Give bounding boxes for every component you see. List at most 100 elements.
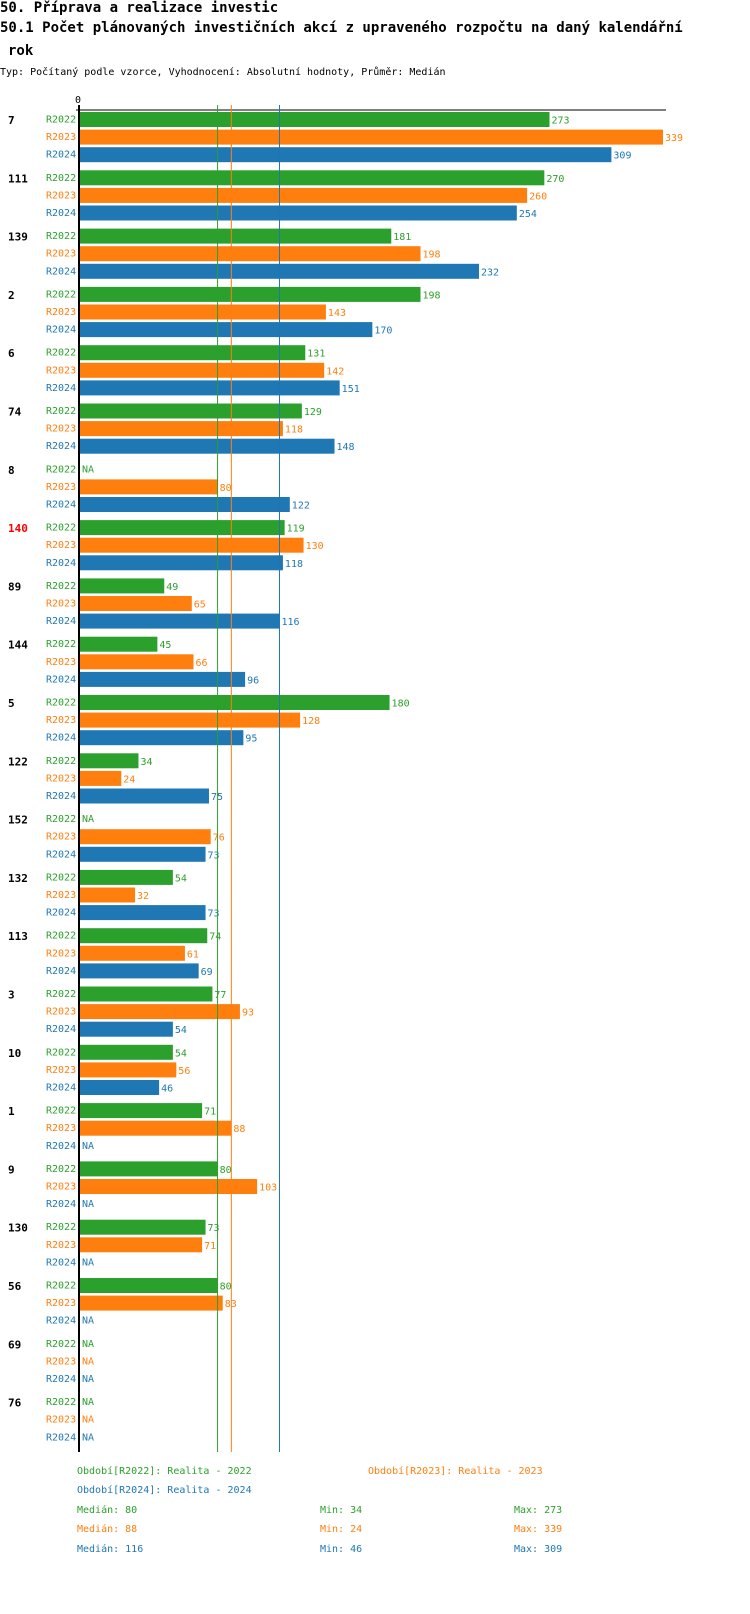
value-label: 103	[259, 1183, 277, 1194]
bar	[80, 187, 528, 203]
bar	[80, 963, 199, 979]
bar	[80, 829, 211, 845]
series-label: R2022	[46, 639, 76, 650]
value-label: 151	[342, 384, 360, 395]
bar	[80, 887, 136, 903]
series-label: R2023	[46, 249, 76, 260]
value-label: 80	[220, 1165, 232, 1176]
bar	[80, 129, 663, 145]
series-label: R2022	[46, 464, 76, 475]
bar	[80, 1237, 203, 1253]
bar	[80, 205, 517, 221]
value-label: 260	[529, 191, 547, 202]
bar	[80, 578, 165, 594]
bar	[80, 228, 392, 244]
na-label: NA	[82, 1316, 94, 1327]
stat-max-r2022: Max: 273	[514, 1505, 563, 1516]
category-label: 132	[8, 872, 28, 885]
series-label: R2024	[46, 733, 76, 744]
series-label: R2022	[46, 406, 76, 417]
bar	[80, 147, 612, 163]
series-label: R2022	[46, 931, 76, 942]
bar	[80, 986, 213, 1002]
series-label: R2024	[46, 266, 76, 277]
value-label: 71	[204, 1241, 216, 1252]
series-label: R2022	[46, 173, 76, 184]
series-label: R2024	[46, 325, 76, 336]
series-label: R2023	[46, 190, 76, 201]
value-label: 80	[220, 483, 232, 494]
series-label: R2023	[46, 832, 76, 843]
na-label: NA	[82, 1374, 94, 1385]
bar	[80, 869, 173, 885]
bar	[80, 479, 218, 495]
bar	[80, 322, 373, 338]
bar	[80, 1080, 160, 1095]
series-label: R2022	[46, 1106, 76, 1117]
value-label: 122	[292, 501, 310, 512]
series-label: R2024	[46, 1316, 76, 1327]
value-label: 61	[187, 949, 199, 960]
value-label: 270	[546, 174, 564, 185]
legend-r2022: Období[R2022]: Realita - 2022	[77, 1466, 252, 1477]
bar	[80, 1295, 223, 1311]
stat-min-r2022: Min: 34	[320, 1505, 363, 1516]
stat-min-r2024: Min: 46	[320, 1544, 363, 1555]
chart-title: 50.1 Počet plánovaných investičních akcí…	[0, 20, 683, 36]
bar	[80, 613, 280, 629]
series-label: R2024	[46, 1374, 76, 1385]
value-label: 49	[166, 582, 178, 593]
bar	[80, 421, 283, 437]
series-label: R2024	[46, 966, 76, 977]
series-label: R2024	[46, 674, 76, 685]
series-label: R2022	[46, 814, 76, 825]
na-label: NA	[82, 1339, 94, 1350]
value-label: 131	[307, 349, 325, 360]
category-label: 74	[8, 406, 22, 419]
series-label: R2023	[46, 1007, 76, 1018]
value-label: 71	[204, 1107, 216, 1118]
series-label: R2023	[46, 599, 76, 610]
category-label: 6	[8, 347, 15, 360]
series-label: R2022	[46, 698, 76, 709]
series-label: R2022	[46, 756, 76, 767]
bar	[80, 345, 306, 361]
category-label: 8	[8, 464, 15, 477]
category-label: 89	[8, 580, 21, 593]
series-label: R2022	[46, 1164, 76, 1175]
series-label: R2023	[46, 657, 76, 668]
category-label: 76	[8, 1397, 22, 1410]
category-label: 2	[8, 289, 15, 302]
series-label: R2023	[46, 1240, 76, 1251]
value-label: 54	[175, 1025, 187, 1036]
value-label: 309	[613, 151, 631, 162]
series-label: R2023	[46, 540, 76, 551]
bar	[80, 1161, 218, 1177]
series-label: R2022	[46, 1281, 76, 1292]
category-label: 152	[8, 814, 28, 827]
bar	[80, 520, 285, 536]
bar	[80, 170, 545, 186]
bar	[80, 112, 550, 127]
value-label: 75	[211, 792, 223, 803]
series-label: R2024	[46, 1199, 76, 1210]
series-label: R2023	[46, 1123, 76, 1134]
stat-min-r2023: Min: 24	[320, 1524, 363, 1535]
category-label: 113	[8, 930, 28, 943]
na-label: NA	[82, 1415, 94, 1426]
series-label: R2024	[46, 908, 76, 919]
bar	[80, 1278, 218, 1293]
series-label: R2023	[46, 773, 76, 784]
category-label: 10	[8, 1047, 21, 1060]
value-label: 129	[304, 407, 322, 418]
bar	[80, 537, 304, 553]
value-label: 45	[159, 640, 171, 651]
series-label: R2022	[46, 1222, 76, 1233]
value-label: 66	[196, 658, 208, 669]
na-label: NA	[82, 1257, 94, 1268]
value-label: 118	[285, 559, 303, 570]
chart-meta: Typ: Počítaný podle vzorce, Vyhodnocení:…	[0, 67, 446, 78]
value-label: 130	[306, 541, 324, 552]
value-label: 96	[247, 675, 259, 686]
bar	[80, 596, 192, 611]
